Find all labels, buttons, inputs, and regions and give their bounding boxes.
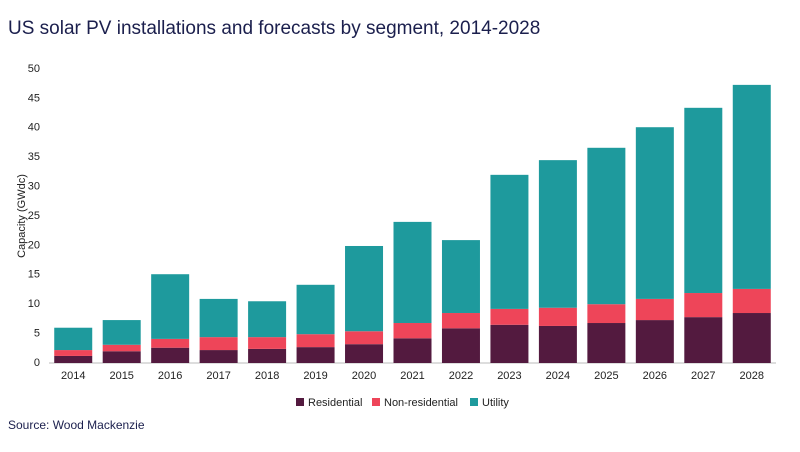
bar-segment [102, 344, 141, 352]
x-tick-label: 2016 [158, 370, 182, 382]
bar-segment [102, 320, 141, 345]
bar-segment [393, 338, 432, 363]
y-tick-label: 30 [28, 181, 40, 193]
legend-swatch [470, 398, 478, 406]
chart-title: US solar PV installations and forecasts … [8, 18, 540, 39]
bar-segment [199, 337, 238, 351]
bar-segment [635, 320, 674, 363]
bar-segment [732, 84, 771, 289]
y-tick-label: 0 [34, 357, 40, 369]
x-tick-label: 2018 [255, 370, 279, 382]
x-tick-label: 2017 [206, 370, 230, 382]
bar-segment [102, 351, 141, 363]
x-tick-label: 2014 [61, 370, 85, 382]
x-tick-label: 2027 [691, 370, 715, 382]
legend-label: Utility [482, 397, 509, 409]
bar-segment [296, 284, 335, 335]
y-tick-label: 40 [28, 122, 40, 134]
y-tick-label: 35 [28, 151, 40, 163]
y-tick-label: 5 [34, 328, 40, 340]
bar-segment [345, 344, 384, 363]
y-tick-label: 10 [28, 298, 40, 310]
y-axis-label: Capacity (GWdc) [16, 174, 28, 258]
bar-segment [151, 347, 190, 363]
x-tick-label: 2024 [546, 370, 570, 382]
bar-segment [248, 337, 287, 349]
bar-segment [393, 323, 432, 339]
bar-segment [54, 327, 93, 351]
source: Source: Wood Mackenzie [8, 418, 145, 432]
bar-segment [248, 301, 287, 338]
bar-segment [345, 331, 384, 345]
bar-segment [538, 325, 577, 363]
bar-segment [732, 313, 771, 363]
legend-swatch [372, 398, 380, 406]
x-tick-label: 2021 [400, 370, 424, 382]
x-tick-label: 2023 [497, 370, 521, 382]
bar-segment [635, 298, 674, 321]
bar-segment [684, 317, 723, 363]
bar-segment [587, 323, 626, 363]
x-tick-label: 2022 [449, 370, 473, 382]
bar-segment [441, 328, 480, 363]
bar-segment [684, 107, 723, 294]
legend-label: Residential [308, 397, 362, 409]
y-tick-label: 45 [28, 92, 40, 104]
bar-segment [490, 174, 529, 309]
x-tick-label: 2015 [109, 370, 133, 382]
x-tick-label: 2026 [643, 370, 667, 382]
bar-segment [296, 334, 335, 348]
bar-segment [296, 347, 335, 363]
bar-segment [587, 147, 626, 305]
y-tick-label: 50 [28, 63, 40, 75]
y-tick-label: 20 [28, 239, 40, 251]
bar-segment [538, 307, 577, 326]
bar-segment [538, 160, 577, 308]
bar-segment [490, 324, 529, 363]
y-tick-label: 25 [28, 210, 40, 222]
x-tick-label: 2028 [740, 370, 764, 382]
legend-swatch [296, 398, 304, 406]
bar-segment [151, 274, 190, 339]
bar-segment [684, 293, 723, 318]
bar-segment [393, 221, 432, 324]
x-tick-label: 2019 [303, 370, 327, 382]
legend-label: Non-residential [384, 397, 458, 409]
bar-segment [151, 338, 190, 348]
bar-segment [587, 304, 626, 324]
bar-segment [490, 308, 529, 325]
bar-segment [732, 288, 771, 314]
bar-segment [54, 350, 93, 356]
bar-segment [248, 348, 287, 363]
x-tick-label: 2020 [352, 370, 376, 382]
y-tick-label: 15 [28, 269, 40, 281]
bar-segment [441, 240, 480, 314]
bar-segment [441, 313, 480, 329]
bar-segment [199, 350, 238, 363]
x-tick-label: 2025 [594, 370, 618, 382]
bar-segment [199, 298, 238, 338]
bar-segment [54, 355, 93, 363]
bar-segment [345, 245, 384, 332]
bar-segment [635, 127, 674, 299]
